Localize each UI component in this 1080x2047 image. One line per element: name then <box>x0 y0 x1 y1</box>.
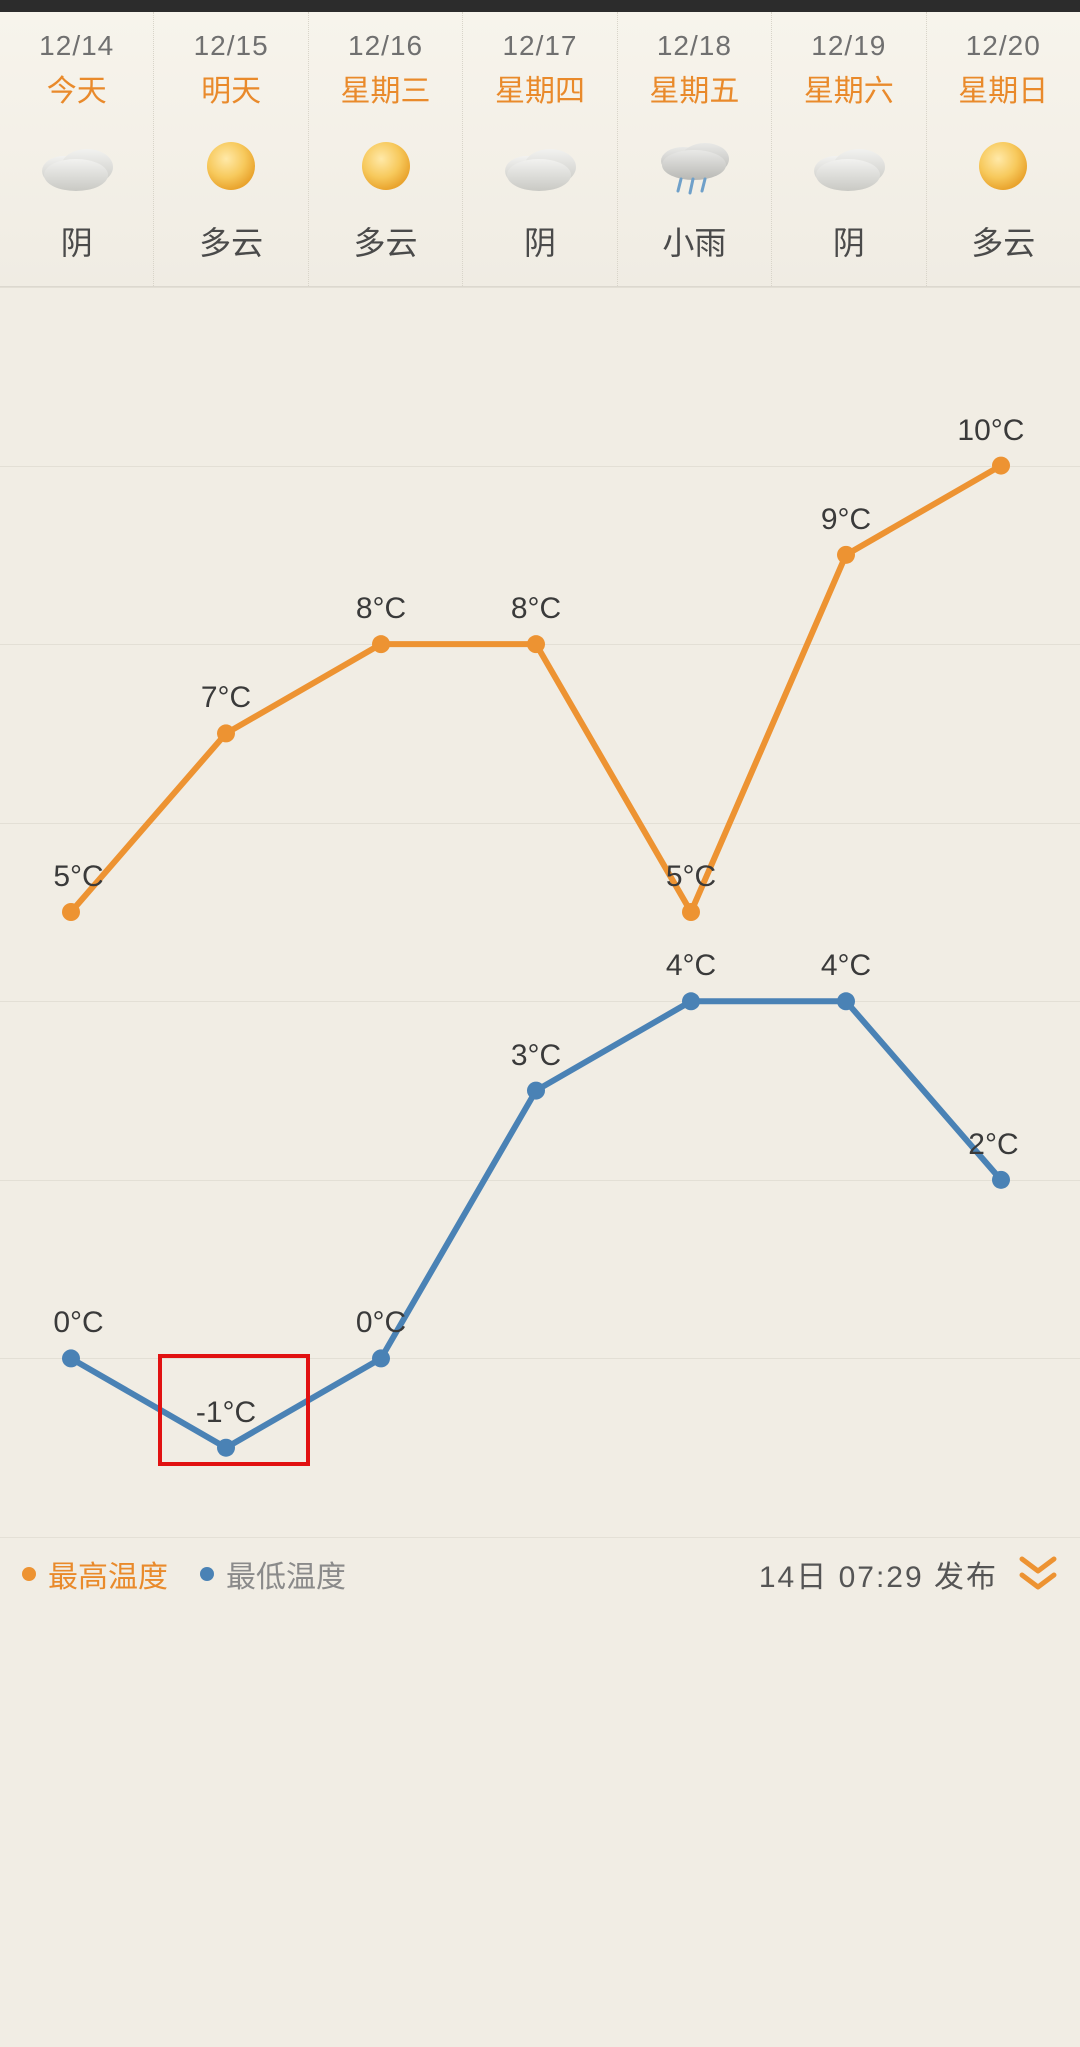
condition-text: 多云 <box>927 218 1080 264</box>
day-column[interactable]: 12/17 星期四 阴 <box>463 12 617 286</box>
weather-icon <box>618 120 771 212</box>
low-point-label: 0°C <box>356 1306 406 1340</box>
date-text: 12/19 <box>772 30 925 62</box>
low-point-label: 0°C <box>53 1306 103 1340</box>
dow-text: 星期四 <box>463 66 616 110</box>
date-text: 12/20 <box>927 30 1080 62</box>
high-point-label: 8°C <box>511 592 561 626</box>
low-point-label: 4°C <box>666 949 716 983</box>
high-marker <box>62 903 80 921</box>
low-marker <box>372 1349 390 1367</box>
low-point-label: 4°C <box>821 949 871 983</box>
date-text: 12/17 <box>463 30 616 62</box>
high-point-label: 9°C <box>821 503 871 537</box>
high-point-label: 10°C <box>957 414 1024 448</box>
dow-text: 星期五 <box>618 66 771 110</box>
weather-icon <box>463 120 616 212</box>
date-text: 12/15 <box>154 30 307 62</box>
day-column[interactable]: 12/18 星期五 小雨 <box>618 12 772 286</box>
legend-dot-low <box>200 1567 214 1581</box>
condition-text: 多云 <box>309 218 462 264</box>
weather-icon <box>927 120 1080 212</box>
low-marker <box>62 1349 80 1367</box>
expand-chevron-icon[interactable] <box>1018 1555 1058 1593</box>
high-marker <box>837 546 855 564</box>
legend-label-low: 最低温度 <box>226 1552 346 1596</box>
low-point-label: 2°C <box>968 1128 1018 1162</box>
status-bar <box>0 0 1080 12</box>
dow-text: 星期日 <box>927 66 1080 110</box>
highlight-box <box>158 1354 310 1466</box>
high-marker <box>992 457 1010 475</box>
condition-text: 阴 <box>463 218 616 264</box>
publish-time: 14日 07:29 发布 <box>759 1552 998 1596</box>
temperature-chart: 5°C7°C8°C8°C5°C9°C10°C0°C-1°C0°C3°C4°C4°… <box>0 287 1080 1537</box>
low-marker <box>992 1171 1010 1189</box>
legend-low: 最低温度 <box>200 1552 346 1596</box>
footer: 最高温度 最低温度 14日 07:29 发布 <box>0 1537 1080 1612</box>
high-point-label: 7°C <box>201 681 251 715</box>
day-column[interactable]: 12/16 星期三 多云 <box>309 12 463 286</box>
date-text: 12/18 <box>618 30 771 62</box>
high-marker <box>527 635 545 653</box>
high-point-label: 8°C <box>356 592 406 626</box>
weather-icon <box>0 120 153 212</box>
day-column[interactable]: 12/14 今天 阴 <box>0 12 154 286</box>
low-point-label: 3°C <box>511 1039 561 1073</box>
weather-icon <box>772 120 925 212</box>
high-marker <box>372 635 390 653</box>
legend-high: 最高温度 <box>22 1552 168 1596</box>
dow-text: 今天 <box>0 66 153 110</box>
high-point-label: 5°C <box>666 860 716 894</box>
high-point-label: 5°C <box>53 860 103 894</box>
dow-text: 星期六 <box>772 66 925 110</box>
condition-text: 小雨 <box>618 218 771 264</box>
legend-dot-high <box>22 1567 36 1581</box>
dow-text: 明天 <box>154 66 307 110</box>
day-column[interactable]: 12/15 明天 多云 <box>154 12 308 286</box>
condition-text: 阴 <box>772 218 925 264</box>
low-marker <box>682 992 700 1010</box>
weather-icon <box>309 120 462 212</box>
high-marker <box>217 724 235 742</box>
condition-text: 多云 <box>154 218 307 264</box>
weather-icon <box>154 120 307 212</box>
legend-label-high: 最高温度 <box>48 1552 168 1596</box>
low-marker <box>527 1082 545 1100</box>
date-text: 12/16 <box>309 30 462 62</box>
day-column[interactable]: 12/19 星期六 阴 <box>772 12 926 286</box>
forecast-header: 12/14 今天 阴 12/15 明天 多云 12/16 星期三 多云 <box>0 12 1080 287</box>
high-marker <box>682 903 700 921</box>
low-marker <box>837 992 855 1010</box>
dow-text: 星期三 <box>309 66 462 110</box>
date-text: 12/14 <box>0 30 153 62</box>
condition-text: 阴 <box>0 218 153 264</box>
chart-svg <box>0 287 1080 1537</box>
day-column[interactable]: 12/20 星期日 多云 <box>927 12 1080 286</box>
